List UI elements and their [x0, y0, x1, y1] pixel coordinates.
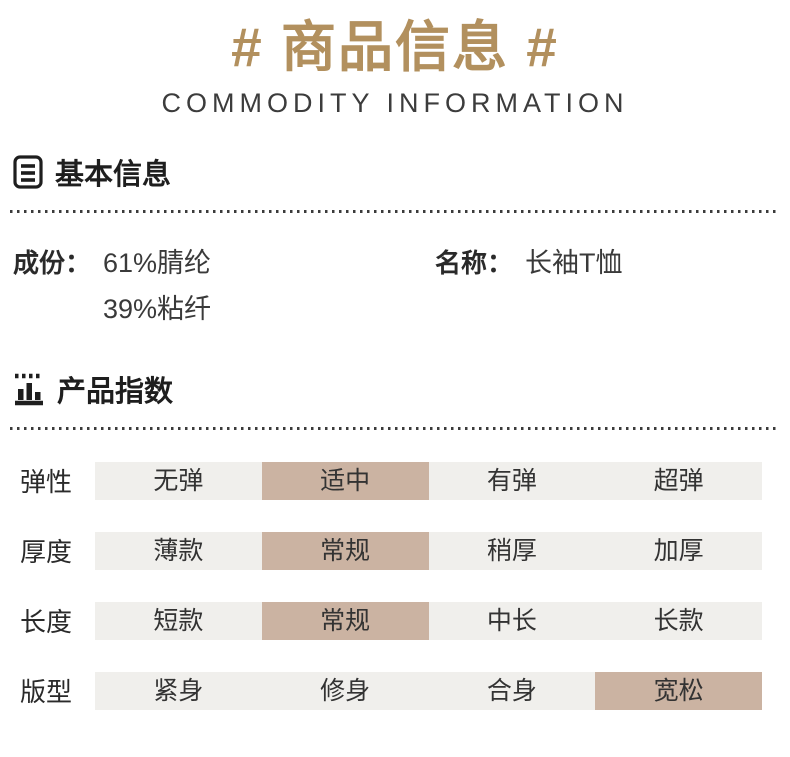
index-option-selected: 宽松: [595, 671, 762, 710]
document-list-icon: [13, 154, 43, 189]
index-row-label: 厚度: [20, 537, 73, 567]
index-row: 版型 紧身 修身 合身 宽松: [0, 671, 790, 710]
index-option: 长款: [595, 601, 762, 640]
index-option: 中长: [428, 601, 596, 640]
page-title: # 商品信息 #: [231, 16, 559, 78]
index-option: 有弹: [428, 461, 596, 500]
index-option-selected: 常规: [261, 601, 429, 640]
index-option: 合身: [428, 671, 596, 710]
index-option-selected: 适中: [261, 461, 429, 500]
basic-info-section: 基本信息 成份： 61%腈纶 39%粘纤 名称： 长袖T恤: [0, 151, 790, 332]
index-option: 修身: [261, 671, 429, 710]
product-index-header: 产品指数: [0, 368, 790, 410]
index-option: 超弹: [595, 461, 762, 500]
name-field: 名称： 长袖T恤: [435, 240, 623, 332]
product-index-section: 产品指数 弹性 无弹 适中 有弹 超弹 厚度 薄款 常规 稍厚 加厚 长度 短款 常规 中长 长款 版型 紧身修…: [0, 368, 790, 710]
index-row-label: 弹性: [20, 467, 73, 497]
page-header: # 商品信息 # COMMODITY INFORMATION: [0, 0, 790, 119]
index-options: 薄款 常规 稍厚 加厚: [95, 531, 762, 570]
index-options: 紧身 修身 合身 宽松: [95, 671, 762, 710]
composition-field: 成份： 61%腈纶 39%粘纤: [13, 240, 435, 332]
name-value: 长袖T恤: [525, 247, 623, 278]
index-option: 薄款: [95, 531, 262, 570]
index-option: 无弹: [95, 461, 262, 500]
basic-info-title: 基本信息: [55, 158, 172, 191]
index-row: 弹性 无弹 适中 有弹 超弹: [0, 461, 790, 500]
product-index-table: 弹性 无弹 适中 有弹 超弹 厚度 薄款 常规 稍厚 加厚 长度 短款 常规 中长 长款 版型 紧身 修身 合身 宽松: [0, 461, 790, 710]
index-row-label: 版型: [20, 677, 73, 707]
index-option: 短款: [95, 601, 262, 640]
index-option-selected: 常规: [261, 531, 429, 570]
dotted-divider: [10, 209, 780, 213]
index-options: 无弹 适中 有弹 超弹: [95, 461, 762, 500]
dotted-divider: [10, 426, 780, 430]
index-option: 紧身: [95, 671, 262, 710]
bar-chart-icon: [13, 372, 45, 406]
index-options: 短款 常规 中长 长款: [95, 601, 762, 640]
index-row: 长度 短款 常规 中长 长款: [0, 601, 790, 640]
composition-value-line1: 61%腈纶: [103, 247, 212, 278]
index-option: 加厚: [595, 531, 762, 570]
commodity-information-page: # 商品信息 # COMMODITY INFORMATION 基本信息 成份： …: [0, 0, 790, 710]
composition-value-line2: 39%粘纤: [103, 293, 212, 324]
index-option: 稍厚: [428, 531, 596, 570]
index-row-label: 长度: [20, 607, 73, 637]
basic-info-header: 基本信息: [0, 151, 790, 193]
index-row: 厚度 薄款 常规 稍厚 加厚: [0, 531, 790, 570]
page-subtitle: COMMODITY INFORMATION: [161, 87, 629, 118]
basic-info-fields: 成份： 61%腈纶 39%粘纤 名称： 长袖T恤: [0, 240, 790, 332]
name-label: 名称：: [435, 247, 514, 278]
product-index-title: 产品指数: [57, 375, 174, 408]
composition-values: 61%腈纶 39%粘纤: [103, 240, 211, 332]
composition-label: 成份：: [13, 247, 92, 278]
